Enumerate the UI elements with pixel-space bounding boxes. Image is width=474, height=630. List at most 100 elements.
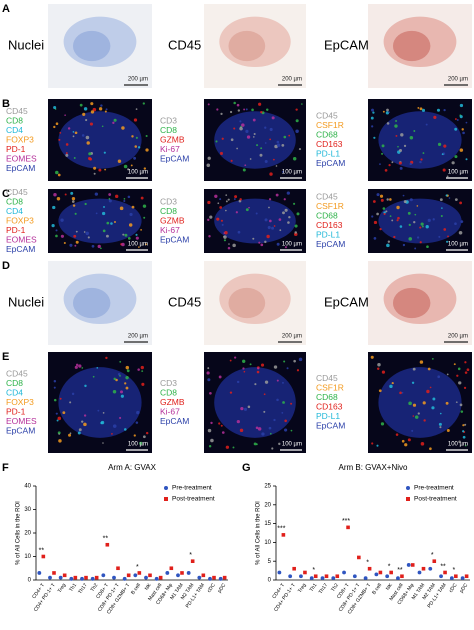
cell-signal [112, 424, 117, 428]
cell-signal [97, 244, 101, 249]
cell-signal [380, 422, 385, 426]
cell-signal [438, 235, 441, 238]
x-tick-label: Th17 [77, 582, 89, 595]
cell-signal [398, 161, 402, 165]
marker-label: CD45 [6, 368, 28, 378]
cell-signal [248, 206, 250, 209]
cell-signal [269, 127, 273, 131]
cell-signal [457, 367, 461, 371]
cell-signal [389, 198, 392, 201]
cell-signal [266, 234, 270, 239]
cell-signal [458, 231, 463, 235]
cell-signal [53, 380, 57, 383]
cell-signal [301, 103, 303, 105]
cell-signal [138, 246, 140, 248]
cell-signal [245, 108, 248, 111]
cell-signal [376, 212, 379, 216]
marker-label: CSF1R [316, 120, 344, 130]
cell-signal [445, 194, 448, 197]
x-tick-label: Th1 [309, 582, 319, 593]
cell-signal [72, 135, 75, 138]
marker-label: FOXP3 [6, 397, 34, 407]
cell-signal [120, 394, 124, 398]
cell-signal [443, 108, 446, 112]
y-tick-label: 0 [268, 578, 272, 584]
marker-label: CD3 [160, 196, 177, 206]
cell-signal [239, 428, 244, 433]
cell-signal [103, 151, 106, 154]
marker-label: PD-1 [6, 406, 26, 416]
cell-signal [260, 363, 265, 367]
cell-signal [117, 373, 121, 376]
marker-label: Ki-67 [160, 144, 180, 154]
cell-signal [460, 220, 464, 224]
cell-signal [83, 107, 88, 111]
legend-marker [406, 497, 410, 501]
cell-signal [90, 110, 95, 114]
y-tick-label: 5 [268, 559, 272, 565]
cell-signal [396, 205, 400, 210]
data-point [122, 576, 127, 581]
cell-signal [440, 215, 443, 218]
significance: ** [103, 536, 109, 543]
cell-signal [84, 202, 87, 206]
cell-signal [67, 127, 71, 130]
cell-signal [283, 360, 286, 363]
cell-signal [439, 198, 443, 202]
cell-signal [275, 165, 278, 167]
cell-signal [260, 243, 264, 247]
cell-signal [403, 144, 407, 148]
cell-signal [209, 215, 213, 219]
cell-signal [58, 439, 62, 443]
cell-signal [113, 118, 117, 122]
cell-signal [448, 197, 451, 199]
tissue [58, 367, 142, 438]
data-point [101, 573, 106, 578]
cell-signal [95, 212, 98, 215]
legend-marker [164, 497, 168, 501]
cell-signal [421, 108, 426, 112]
cell-signal [59, 131, 62, 134]
cell-signal [416, 205, 419, 207]
cell-signal [429, 386, 432, 389]
cell-signal [106, 234, 109, 238]
cell-signal [446, 429, 450, 433]
cell-signal [409, 136, 414, 140]
marker-label: CSF1R [316, 201, 344, 211]
cell-signal [379, 227, 382, 231]
cell-signal [420, 222, 424, 226]
cell-signal [290, 402, 293, 405]
cell-signal [252, 237, 255, 240]
cell-signal [395, 433, 399, 436]
marker-label: CD3 [160, 378, 177, 388]
cell-signal [135, 108, 138, 111]
cell-signal [121, 126, 125, 130]
significance: ** [440, 563, 446, 570]
cell-signal [131, 205, 135, 209]
marker-label: EpCAM [6, 425, 35, 435]
tissue [392, 287, 431, 319]
cell-signal [143, 167, 147, 170]
cell-signal [399, 148, 403, 153]
x-tick-label: cDC [206, 582, 217, 594]
marker-label: CD163 [316, 220, 343, 230]
cell-signal [64, 114, 66, 116]
cell-signal [379, 194, 384, 198]
cell-signal [462, 424, 465, 427]
x-tick-label: Th1 [68, 582, 78, 593]
data-point [367, 566, 372, 571]
cell-signal [446, 175, 449, 178]
marker-label: CD8 [6, 378, 23, 388]
cell-signal [92, 107, 97, 112]
cell-signal [381, 152, 384, 155]
cell-signal [102, 211, 106, 216]
tissue [378, 198, 462, 244]
data-point [277, 570, 282, 575]
cell-signal [371, 215, 374, 218]
cell-signal [145, 431, 149, 435]
cell-signal [293, 202, 296, 205]
marker-label: CD4 [6, 125, 23, 135]
cell-signal [124, 382, 127, 385]
marker-label: CD8 [6, 196, 23, 206]
